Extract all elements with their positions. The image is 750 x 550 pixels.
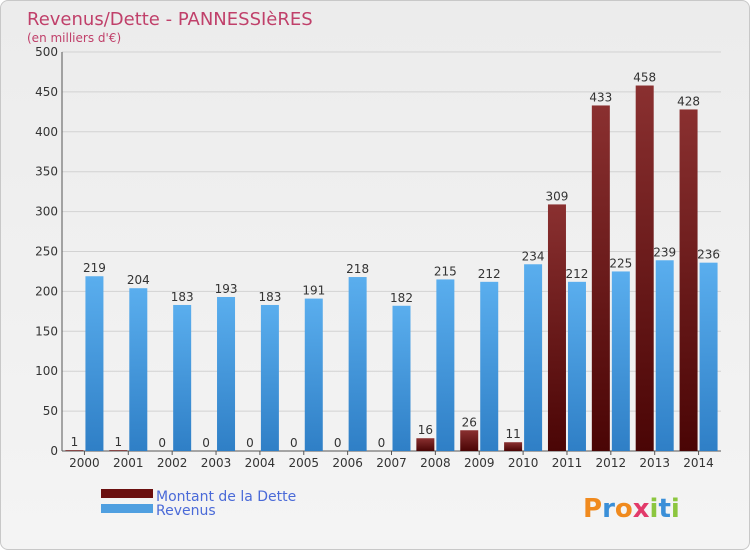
data-label-debt: 428 xyxy=(677,94,700,108)
bar-revenus xyxy=(304,298,323,451)
data-label-debt: 309 xyxy=(546,189,569,203)
data-label-debt: 433 xyxy=(589,90,612,104)
bar-debt xyxy=(109,450,128,451)
x-tick-label: 2000 xyxy=(69,456,100,470)
y-tick-label: 50 xyxy=(43,404,58,418)
bar-revenus xyxy=(436,279,455,451)
legend-label-revenus: Revenus xyxy=(156,503,216,519)
bar-revenus xyxy=(85,276,104,451)
proxiti-logo: Proxiti xyxy=(583,494,680,524)
x-tick-label: 2014 xyxy=(683,456,714,470)
chart-title: Revenus/Dette - PANNESSIèRES xyxy=(27,9,313,30)
bar-revenus xyxy=(655,260,674,451)
data-label-revenus: 215 xyxy=(434,264,457,278)
x-tick-label: 2013 xyxy=(639,456,670,470)
data-label-revenus: 234 xyxy=(522,249,545,263)
bar-debt xyxy=(416,438,435,451)
y-tick-label: 0 xyxy=(50,444,58,458)
legend-label-debt: Montant de la Dette xyxy=(156,489,296,505)
y-tick-label: 150 xyxy=(35,324,58,338)
legend-swatch-debt xyxy=(101,489,153,498)
data-label-revenus: 225 xyxy=(609,256,632,270)
data-label-revenus: 239 xyxy=(653,245,676,259)
bar-revenus xyxy=(129,288,148,451)
bar-debt xyxy=(460,430,479,451)
bar-revenus xyxy=(217,296,236,451)
data-label-revenus: 218 xyxy=(346,262,369,276)
bar-revenus xyxy=(699,262,718,451)
data-label-revenus: 191 xyxy=(302,284,325,298)
data-label-debt: 0 xyxy=(246,436,254,450)
data-label-revenus: 204 xyxy=(127,273,150,287)
bar-revenus xyxy=(392,305,411,451)
bar-revenus xyxy=(348,277,367,451)
data-label-revenus: 183 xyxy=(258,290,281,304)
data-label-debt: 26 xyxy=(462,415,477,429)
bar-revenus xyxy=(567,281,586,451)
x-axis-labels: 2000 2001 2002 2003 2004 2005 2006 2007 2008 2009… xyxy=(69,451,714,470)
data-label-debt: 0 xyxy=(290,436,298,450)
data-label-revenus: 212 xyxy=(566,267,589,281)
bar-revenus xyxy=(480,281,499,451)
bar-revenus xyxy=(524,264,543,451)
bar-debt xyxy=(635,85,654,452)
x-tick-label: 2004 xyxy=(245,456,276,470)
x-tick-label: 2006 xyxy=(332,456,363,470)
data-label-revenus: 212 xyxy=(478,267,501,281)
bar-revenus xyxy=(173,304,192,451)
y-tick-label: 300 xyxy=(35,205,58,219)
bar-debt xyxy=(591,105,610,451)
x-tick-label: 2005 xyxy=(288,456,319,470)
x-tick-label: 2007 xyxy=(376,456,407,470)
data-label-debt: 1 xyxy=(71,435,79,449)
data-label-revenus: 219 xyxy=(83,261,106,275)
data-label-debt: 0 xyxy=(202,436,210,450)
data-label-debt: 0 xyxy=(378,436,386,450)
bar-debt xyxy=(547,204,566,451)
bars-group: 1 219 1 204 0 183 0 193 0 183 0 191 0 218 0 182 16 215 26 2… xyxy=(65,71,720,452)
bar-debt xyxy=(679,109,698,452)
x-tick-label: 2002 xyxy=(157,456,188,470)
x-tick-label: 2010 xyxy=(508,456,539,470)
x-tick-label: 2003 xyxy=(201,456,232,470)
data-label-debt: 458 xyxy=(633,71,656,85)
data-label-debt: 16 xyxy=(418,423,433,437)
y-tick-label: 350 xyxy=(35,165,58,179)
bar-revenus xyxy=(611,271,630,451)
bar-revenus xyxy=(260,304,279,451)
data-label-revenus: 193 xyxy=(215,282,238,296)
bar-debt xyxy=(504,442,523,451)
data-label-revenus: 236 xyxy=(697,248,720,262)
x-tick-label: 2001 xyxy=(113,456,144,470)
x-tick-label: 2009 xyxy=(464,456,495,470)
x-tick-label: 2011 xyxy=(552,456,583,470)
y-tick-label: 500 xyxy=(35,45,58,59)
data-label-debt: 11 xyxy=(505,427,520,441)
x-tick-label: 2008 xyxy=(420,456,451,470)
bar-debt xyxy=(65,450,84,451)
chart-subtitle: (en milliers d'€) xyxy=(27,31,121,45)
legend-swatch-revenus xyxy=(101,504,153,513)
y-tick-label: 250 xyxy=(35,245,58,259)
data-label-debt: 1 xyxy=(114,435,122,449)
data-label-debt: 0 xyxy=(334,436,342,450)
data-label-revenus: 182 xyxy=(390,291,413,305)
x-tick-label: 2012 xyxy=(596,456,627,470)
y-tick-label: 200 xyxy=(35,284,58,298)
y-tick-label: 400 xyxy=(35,125,58,139)
data-label-debt: 0 xyxy=(158,436,166,450)
legend: Montant de la Dette Revenus xyxy=(101,489,296,519)
y-tick-label: 450 xyxy=(35,85,58,99)
y-tick-label: 100 xyxy=(35,364,58,378)
data-label-revenus: 183 xyxy=(171,290,194,304)
